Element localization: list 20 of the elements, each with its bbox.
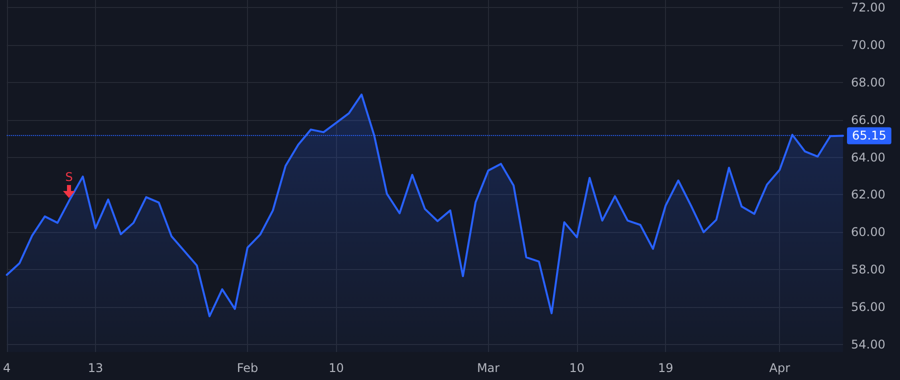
y-tick-label: 72.00 — [851, 0, 886, 14]
x-tick-label: 19 — [658, 361, 674, 375]
y-tick-label: 64.00 — [851, 150, 886, 164]
y-tick-label: 58.00 — [851, 262, 886, 277]
x-tick-label: Apr — [769, 361, 790, 375]
y-tick-label: 54.00 — [851, 338, 886, 352]
annotation: S — [64, 170, 74, 184]
x-tick-label: 4 — [2, 361, 11, 375]
x-tick-label: 10 — [328, 361, 344, 375]
y-tick-label: 60.00 — [851, 225, 886, 240]
x-tick-label: 13 — [88, 361, 104, 375]
x-tick-label: Mar — [476, 361, 500, 375]
y-tick-label: 56.00 — [851, 300, 886, 314]
y-tick-label: 62.00 — [851, 188, 886, 202]
ref-line-label: 65.15 — [852, 128, 886, 143]
x-tick-label: 10 — [569, 361, 585, 375]
x-tick-label: Feb — [236, 361, 258, 375]
y-tick-label: 70.00 — [851, 38, 886, 52]
y-tick-label: 68.00 — [851, 75, 886, 90]
y-tick-label: 66.00 — [851, 112, 886, 127]
